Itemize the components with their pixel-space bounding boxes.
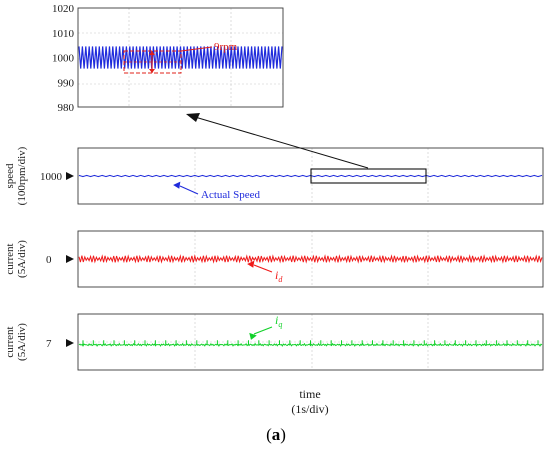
- speed-marker-value: 1000: [40, 171, 63, 183]
- iq-legend-arrowhead: [249, 332, 257, 340]
- iq-marker-arrow: [66, 339, 74, 347]
- x-label-line2: (1s/div): [291, 402, 328, 416]
- zoom-arrow: [186, 113, 369, 169]
- zoom-panel: 1020 1010 1000 990 980 9rpm: [52, 3, 284, 114]
- zoom-y-tick-990: 990: [58, 77, 75, 89]
- ripple-label: 9rpm: [214, 41, 238, 53]
- zoom-y-tick-1010: 1010: [52, 28, 75, 40]
- zoom-frame: [77, 7, 284, 108]
- speed-legend-label: Actual Speed: [201, 189, 260, 201]
- iq-frame: [77, 313, 544, 371]
- id-ylabel-line2: (5A/div): [16, 240, 28, 278]
- zoom-y-tick-980: 980: [58, 102, 75, 114]
- iq-panel: 7 current (5A/div) iq: [4, 313, 544, 371]
- zoom-y-ticks: 1020 1010 1000 990 980: [52, 3, 75, 114]
- id-frame: [77, 230, 544, 288]
- id-ylabel-line1: current: [4, 243, 16, 274]
- speed-ylabel-line1: speed: [4, 163, 16, 189]
- id-legend: id: [247, 260, 283, 284]
- speed-frame: [77, 147, 544, 205]
- speed-panel: 1000 speed (100rpm/div) Actual Speed: [4, 146, 544, 205]
- iq-ylabel-line1: current: [4, 326, 16, 357]
- id-marker-arrow: [66, 255, 74, 263]
- iq-legend: iq: [249, 313, 282, 340]
- id-legend-label: id: [275, 268, 283, 284]
- id-panel: 0 current (5A/div) id: [4, 230, 544, 288]
- iq-trace: [78, 340, 543, 347]
- zoom-region-box: [310, 168, 427, 184]
- iq-marker-value: 7: [46, 338, 52, 350]
- figure-caption: (a): [266, 425, 286, 444]
- zoom-y-tick-1020: 1020: [52, 3, 75, 15]
- ripple-arrowhead-down: [149, 69, 155, 73]
- iq-legend-label: iq: [275, 313, 282, 329]
- speed-legend: Actual Speed: [173, 181, 260, 201]
- ripple-arrowhead-up: [149, 51, 155, 55]
- speed-marker-arrow: [66, 172, 74, 180]
- ripple-leader-line: [180, 46, 213, 52]
- x-label-line1: time: [299, 387, 320, 401]
- zoom-arrow-head: [186, 113, 200, 122]
- ripple-annotation: 9rpm: [123, 41, 238, 74]
- id-legend-arrowhead: [247, 260, 255, 268]
- id-marker-value: 0: [46, 254, 52, 266]
- speed-ylabel-line2: (100rpm/div): [16, 146, 28, 205]
- id-trace: [78, 254, 543, 264]
- speed-legend-arrowhead: [173, 181, 181, 189]
- iq-ylabel-line2: (5A/div): [16, 323, 28, 361]
- zoom-speed-trace: [78, 46, 283, 69]
- zoom-y-tick-1000: 1000: [52, 53, 75, 65]
